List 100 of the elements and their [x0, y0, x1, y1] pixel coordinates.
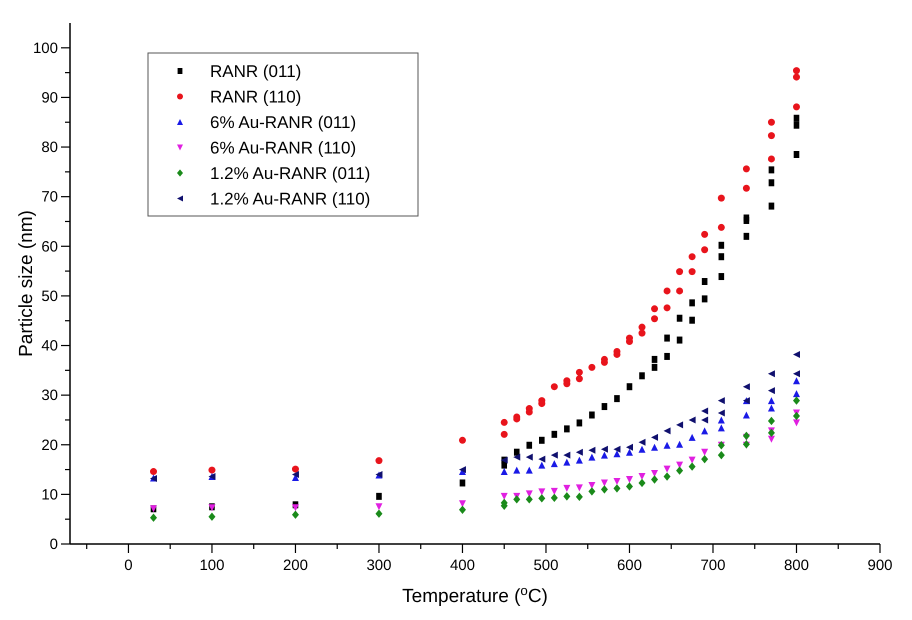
- point: [539, 436, 545, 444]
- point: [514, 448, 520, 456]
- point: [792, 350, 800, 358]
- point: [664, 427, 671, 434]
- point: [638, 473, 646, 480]
- point: [651, 434, 658, 441]
- point: [500, 418, 508, 426]
- point: [652, 356, 658, 363]
- y-tick-label: 10: [41, 486, 58, 504]
- point: [563, 492, 570, 501]
- point: [688, 416, 696, 424]
- point: [600, 446, 608, 453]
- point: [718, 416, 725, 424]
- x-tick-label: 500: [533, 557, 558, 574]
- point: [651, 475, 658, 484]
- y-tick-label: 20: [41, 436, 58, 454]
- point: [792, 419, 800, 426]
- point: [792, 390, 800, 398]
- point: [526, 466, 533, 474]
- x-tick-label: 0: [124, 557, 133, 574]
- point: [602, 403, 608, 410]
- x-tick-label: 400: [450, 557, 475, 574]
- legend-label: 6% Au-RANR (011): [210, 113, 356, 132]
- point: [513, 454, 520, 461]
- point: [718, 397, 725, 404]
- point: [664, 466, 671, 473]
- point: [701, 246, 708, 254]
- point: [689, 316, 695, 324]
- y-axis-title: Particle size (nm): [16, 210, 37, 357]
- point: [792, 103, 800, 110]
- point: [600, 479, 608, 486]
- point: [718, 424, 725, 432]
- point: [613, 478, 620, 485]
- point: [676, 336, 682, 344]
- point: [576, 484, 583, 492]
- point: [626, 383, 632, 390]
- point: [613, 484, 620, 493]
- point: [702, 295, 708, 302]
- point: [742, 165, 750, 172]
- point: [500, 468, 508, 476]
- point: [626, 476, 633, 483]
- point: [768, 404, 775, 412]
- point: [589, 411, 595, 418]
- point: [292, 466, 299, 473]
- point: [550, 494, 558, 502]
- point: [588, 454, 596, 461]
- point: [550, 383, 558, 390]
- point: [526, 454, 533, 461]
- point: [563, 458, 570, 466]
- point: [638, 478, 646, 488]
- point: [292, 504, 299, 512]
- point: [701, 408, 708, 415]
- point: [651, 315, 658, 322]
- point: [652, 364, 658, 371]
- point: [768, 370, 775, 378]
- point: [768, 166, 774, 174]
- point: [689, 299, 695, 306]
- point: [768, 179, 774, 186]
- point: [626, 482, 633, 491]
- y-tick-label: 60: [41, 238, 58, 256]
- point: [768, 132, 775, 140]
- point: [688, 268, 696, 276]
- point: [639, 372, 645, 380]
- point: [375, 503, 382, 510]
- legend-label: RANR (110): [210, 88, 302, 106]
- point: [564, 425, 570, 432]
- point: [676, 268, 684, 276]
- point: [794, 122, 800, 129]
- point: [676, 440, 684, 448]
- point: [651, 305, 658, 312]
- point: [744, 232, 750, 240]
- point: [676, 287, 684, 294]
- point: [688, 434, 696, 441]
- point: [576, 448, 583, 456]
- point: [550, 452, 558, 459]
- y-tick-label: 80: [41, 139, 58, 156]
- point: [651, 444, 658, 451]
- y-tick-label: 40: [41, 338, 58, 355]
- point: [500, 430, 508, 438]
- point: [552, 430, 558, 438]
- point: [638, 324, 646, 331]
- point: [718, 450, 725, 460]
- point: [208, 512, 216, 521]
- point: [588, 364, 596, 371]
- point: [701, 427, 708, 434]
- point: [576, 375, 583, 382]
- y-tick-label: 0: [50, 536, 58, 553]
- x-tick-label: 900: [867, 557, 893, 574]
- point: [376, 492, 382, 500]
- legend-label: 1.2% Au-RANR (110): [210, 190, 370, 208]
- point: [513, 495, 520, 504]
- point: [500, 492, 508, 500]
- point: [526, 495, 533, 504]
- point: [792, 412, 800, 420]
- point: [458, 500, 466, 508]
- point: [718, 273, 724, 280]
- point: [292, 510, 299, 519]
- point: [664, 334, 670, 342]
- x-axis-title: Temperature ($^{o}$C): [402, 582, 548, 607]
- point: [638, 446, 646, 453]
